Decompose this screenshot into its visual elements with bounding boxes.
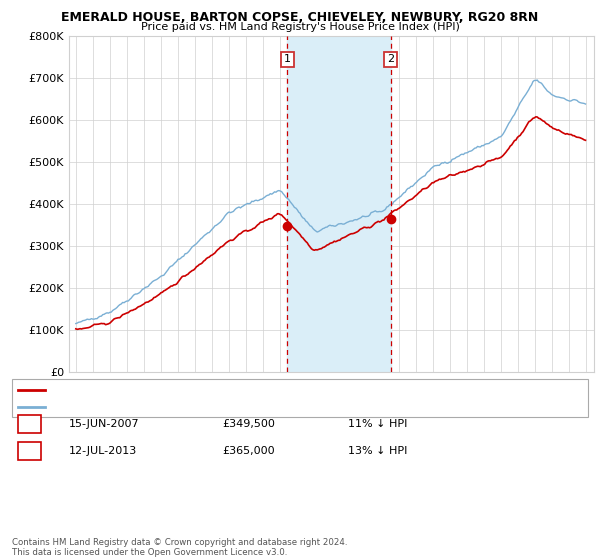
Text: Price paid vs. HM Land Registry's House Price Index (HPI): Price paid vs. HM Land Registry's House … — [140, 22, 460, 32]
Text: 12-JUL-2013: 12-JUL-2013 — [69, 446, 137, 456]
Text: Contains HM Land Registry data © Crown copyright and database right 2024.
This d: Contains HM Land Registry data © Crown c… — [12, 538, 347, 557]
Bar — [287, 36, 391, 372]
Text: 11% ↓ HPI: 11% ↓ HPI — [348, 419, 407, 429]
Text: £349,500: £349,500 — [222, 419, 275, 429]
Text: EMERALD HOUSE, BARTON COPSE, CHIEVELEY, NEWBURY, RG20 8RN (detached house): EMERALD HOUSE, BARTON COPSE, CHIEVELEY, … — [51, 385, 486, 395]
Text: EMERALD HOUSE, BARTON COPSE, CHIEVELEY, NEWBURY, RG20 8RN: EMERALD HOUSE, BARTON COPSE, CHIEVELEY, … — [61, 11, 539, 24]
Text: 2: 2 — [26, 444, 33, 458]
Text: £365,000: £365,000 — [222, 446, 275, 456]
Text: 13% ↓ HPI: 13% ↓ HPI — [348, 446, 407, 456]
Text: HPI: Average price, detached house, West Berkshire: HPI: Average price, detached house, West… — [51, 402, 310, 412]
Text: 1: 1 — [26, 417, 33, 431]
Text: 15-JUN-2007: 15-JUN-2007 — [69, 419, 140, 429]
Text: 1: 1 — [284, 54, 291, 64]
Text: 2: 2 — [387, 54, 394, 64]
